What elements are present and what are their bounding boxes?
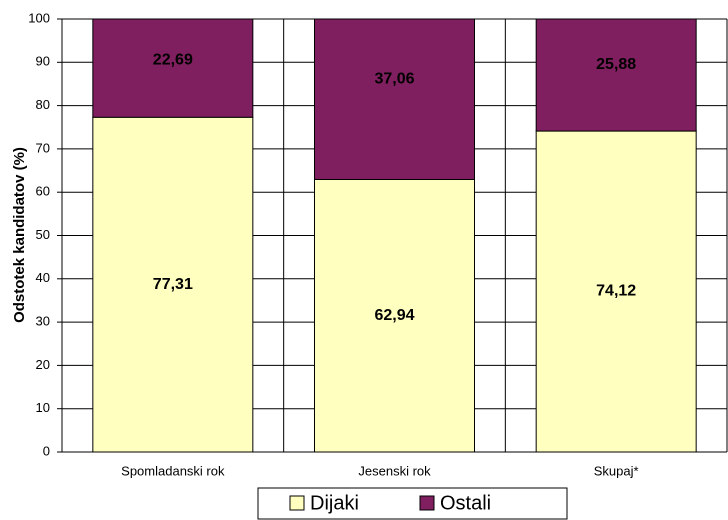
y-tick-label: 0 bbox=[43, 443, 50, 458]
data-label: 62,94 bbox=[374, 307, 414, 324]
bar-segment bbox=[92, 18, 254, 118]
legend-label: Ostali bbox=[440, 492, 491, 514]
bar-segment bbox=[314, 18, 475, 180]
y-tick-label: 70 bbox=[36, 140, 50, 155]
data-label: 74,12 bbox=[596, 283, 636, 300]
x-tick-label: Spomladanski rok bbox=[121, 463, 225, 478]
data-label: 25,88 bbox=[596, 56, 636, 73]
y-tick-label: 60 bbox=[36, 184, 50, 199]
y-tick-label: 20 bbox=[36, 357, 50, 372]
y-tick-label: 100 bbox=[28, 10, 50, 25]
y-tick-label: 90 bbox=[36, 54, 50, 69]
bar-segment bbox=[535, 130, 697, 453]
y-tick-label: 50 bbox=[36, 227, 50, 242]
y-tick-label: 30 bbox=[36, 314, 50, 329]
y-tick-label: 10 bbox=[36, 400, 50, 415]
legend-swatch bbox=[289, 495, 305, 511]
legend-box bbox=[257, 487, 568, 520]
bar-segment bbox=[314, 178, 475, 453]
y-tick-label: 80 bbox=[36, 97, 50, 112]
bar-segment bbox=[92, 116, 254, 453]
x-tick-label: Skupaj* bbox=[594, 463, 639, 478]
data-label: 37,06 bbox=[374, 70, 414, 87]
y-axis-label: Odstotek kandidatov (%) bbox=[11, 147, 28, 323]
legend-label: Dijaki bbox=[310, 492, 359, 514]
legend-swatch bbox=[419, 495, 435, 511]
y-tick-label: 40 bbox=[36, 270, 50, 285]
data-label: 22,69 bbox=[153, 52, 193, 69]
x-tick-label: Jesenski rok bbox=[358, 463, 431, 478]
bar-segment bbox=[535, 18, 697, 132]
data-label: 77,31 bbox=[153, 276, 193, 293]
